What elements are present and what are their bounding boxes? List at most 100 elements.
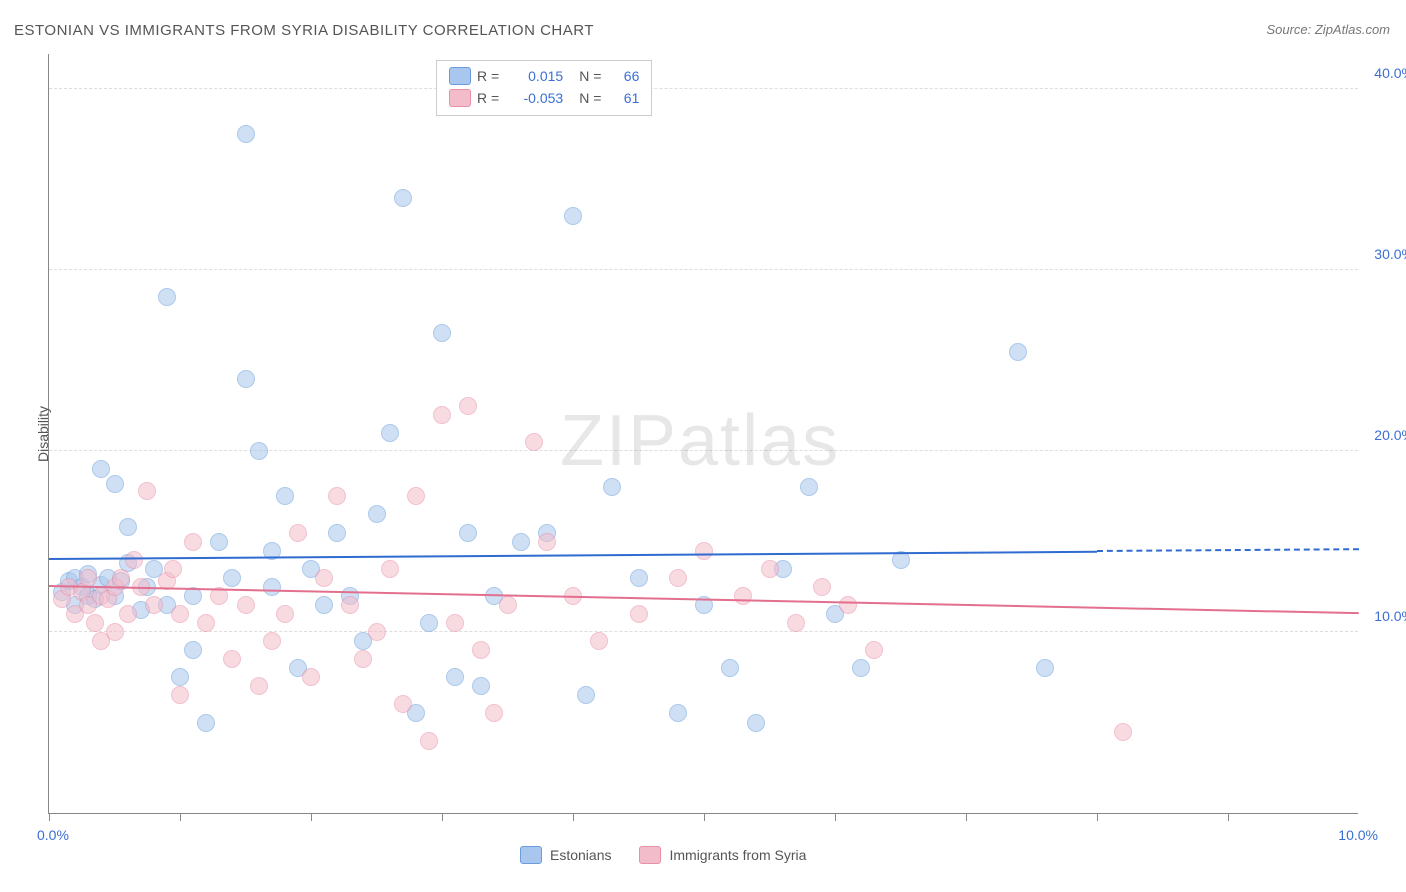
data-point [184, 533, 202, 551]
data-point [590, 632, 608, 650]
y-tick-label: 10.0% [1374, 608, 1406, 624]
data-point [197, 714, 215, 732]
x-tick [966, 813, 967, 821]
legend-item: Immigrants from Syria [639, 846, 806, 864]
n-value: 66 [611, 68, 639, 84]
data-point [210, 533, 228, 551]
data-point [394, 189, 412, 207]
data-point [407, 487, 425, 505]
data-point [446, 614, 464, 632]
data-point [145, 596, 163, 614]
x-tick [704, 813, 705, 821]
data-point [106, 475, 124, 493]
data-point [381, 424, 399, 442]
legend-swatch [520, 846, 542, 864]
grid-line [49, 450, 1358, 451]
data-point [197, 614, 215, 632]
data-point [250, 677, 268, 695]
data-point [525, 433, 543, 451]
grid-line [49, 88, 1358, 89]
data-point [158, 288, 176, 306]
data-point [734, 587, 752, 605]
trend-line [1097, 549, 1359, 553]
data-point [459, 524, 477, 542]
y-tick-label: 20.0% [1374, 427, 1406, 443]
data-point [564, 207, 582, 225]
scatter-plot: Disability 0.0% 10.0% 10.0%20.0%30.0%40.… [48, 54, 1358, 814]
data-point [171, 668, 189, 686]
x-tick [311, 813, 312, 821]
data-point [79, 569, 97, 587]
data-point [394, 695, 412, 713]
y-tick-label: 30.0% [1374, 246, 1406, 262]
data-point [381, 560, 399, 578]
legend-label: Immigrants from Syria [669, 847, 806, 863]
legend-item: Estonians [520, 846, 611, 864]
x-tick [180, 813, 181, 821]
data-point [446, 668, 464, 686]
chart-title: ESTONIAN VS IMMIGRANTS FROM SYRIA DISABI… [14, 22, 594, 39]
data-point [721, 659, 739, 677]
data-point [184, 641, 202, 659]
data-point [237, 125, 255, 143]
data-point [747, 714, 765, 732]
data-point [302, 668, 320, 686]
data-point [171, 605, 189, 623]
data-point [368, 505, 386, 523]
x-tick [1097, 813, 1098, 821]
legend-swatch [639, 846, 661, 864]
data-point [485, 704, 503, 722]
n-label: N = [579, 68, 601, 84]
data-point [106, 623, 124, 641]
x-tick [49, 813, 50, 821]
data-point [112, 569, 130, 587]
data-point [761, 560, 779, 578]
data-point [328, 487, 346, 505]
data-point [630, 569, 648, 587]
data-point [420, 614, 438, 632]
data-point [433, 324, 451, 342]
data-point [368, 623, 386, 641]
x-tick [835, 813, 836, 821]
data-point [499, 596, 517, 614]
data-point [459, 397, 477, 415]
source-label: Source: ZipAtlas.com [1266, 22, 1390, 37]
grid-line [49, 269, 1358, 270]
data-point [315, 596, 333, 614]
data-point [433, 406, 451, 424]
data-point [1009, 343, 1027, 361]
data-point [865, 641, 883, 659]
x-axis-min-label: 0.0% [37, 827, 69, 843]
data-point [577, 686, 595, 704]
data-point [1114, 723, 1132, 741]
data-point [472, 641, 490, 659]
y-tick-label: 40.0% [1374, 65, 1406, 81]
legend-stats: R =0.015N =66R =-0.053N =61 [436, 60, 652, 116]
x-tick [442, 813, 443, 821]
data-point [354, 650, 372, 668]
data-point [1036, 659, 1054, 677]
r-value: -0.053 [509, 90, 563, 106]
data-point [276, 487, 294, 505]
data-point [223, 569, 241, 587]
r-label: R = [477, 68, 499, 84]
data-point [315, 569, 333, 587]
data-point [237, 596, 255, 614]
data-point [138, 482, 156, 500]
data-point [289, 524, 307, 542]
data-point [341, 596, 359, 614]
n-value: 61 [611, 90, 639, 106]
legend-stat-row: R =-0.053N =61 [449, 87, 639, 109]
x-tick [1228, 813, 1229, 821]
data-point [669, 704, 687, 722]
data-point [787, 614, 805, 632]
x-axis-max-label: 10.0% [1338, 827, 1378, 843]
data-point [276, 605, 294, 623]
grid-line [49, 631, 1358, 632]
data-point [512, 533, 530, 551]
data-point [695, 542, 713, 560]
data-point [420, 732, 438, 750]
data-point [250, 442, 268, 460]
data-point [164, 560, 182, 578]
data-point [119, 605, 137, 623]
